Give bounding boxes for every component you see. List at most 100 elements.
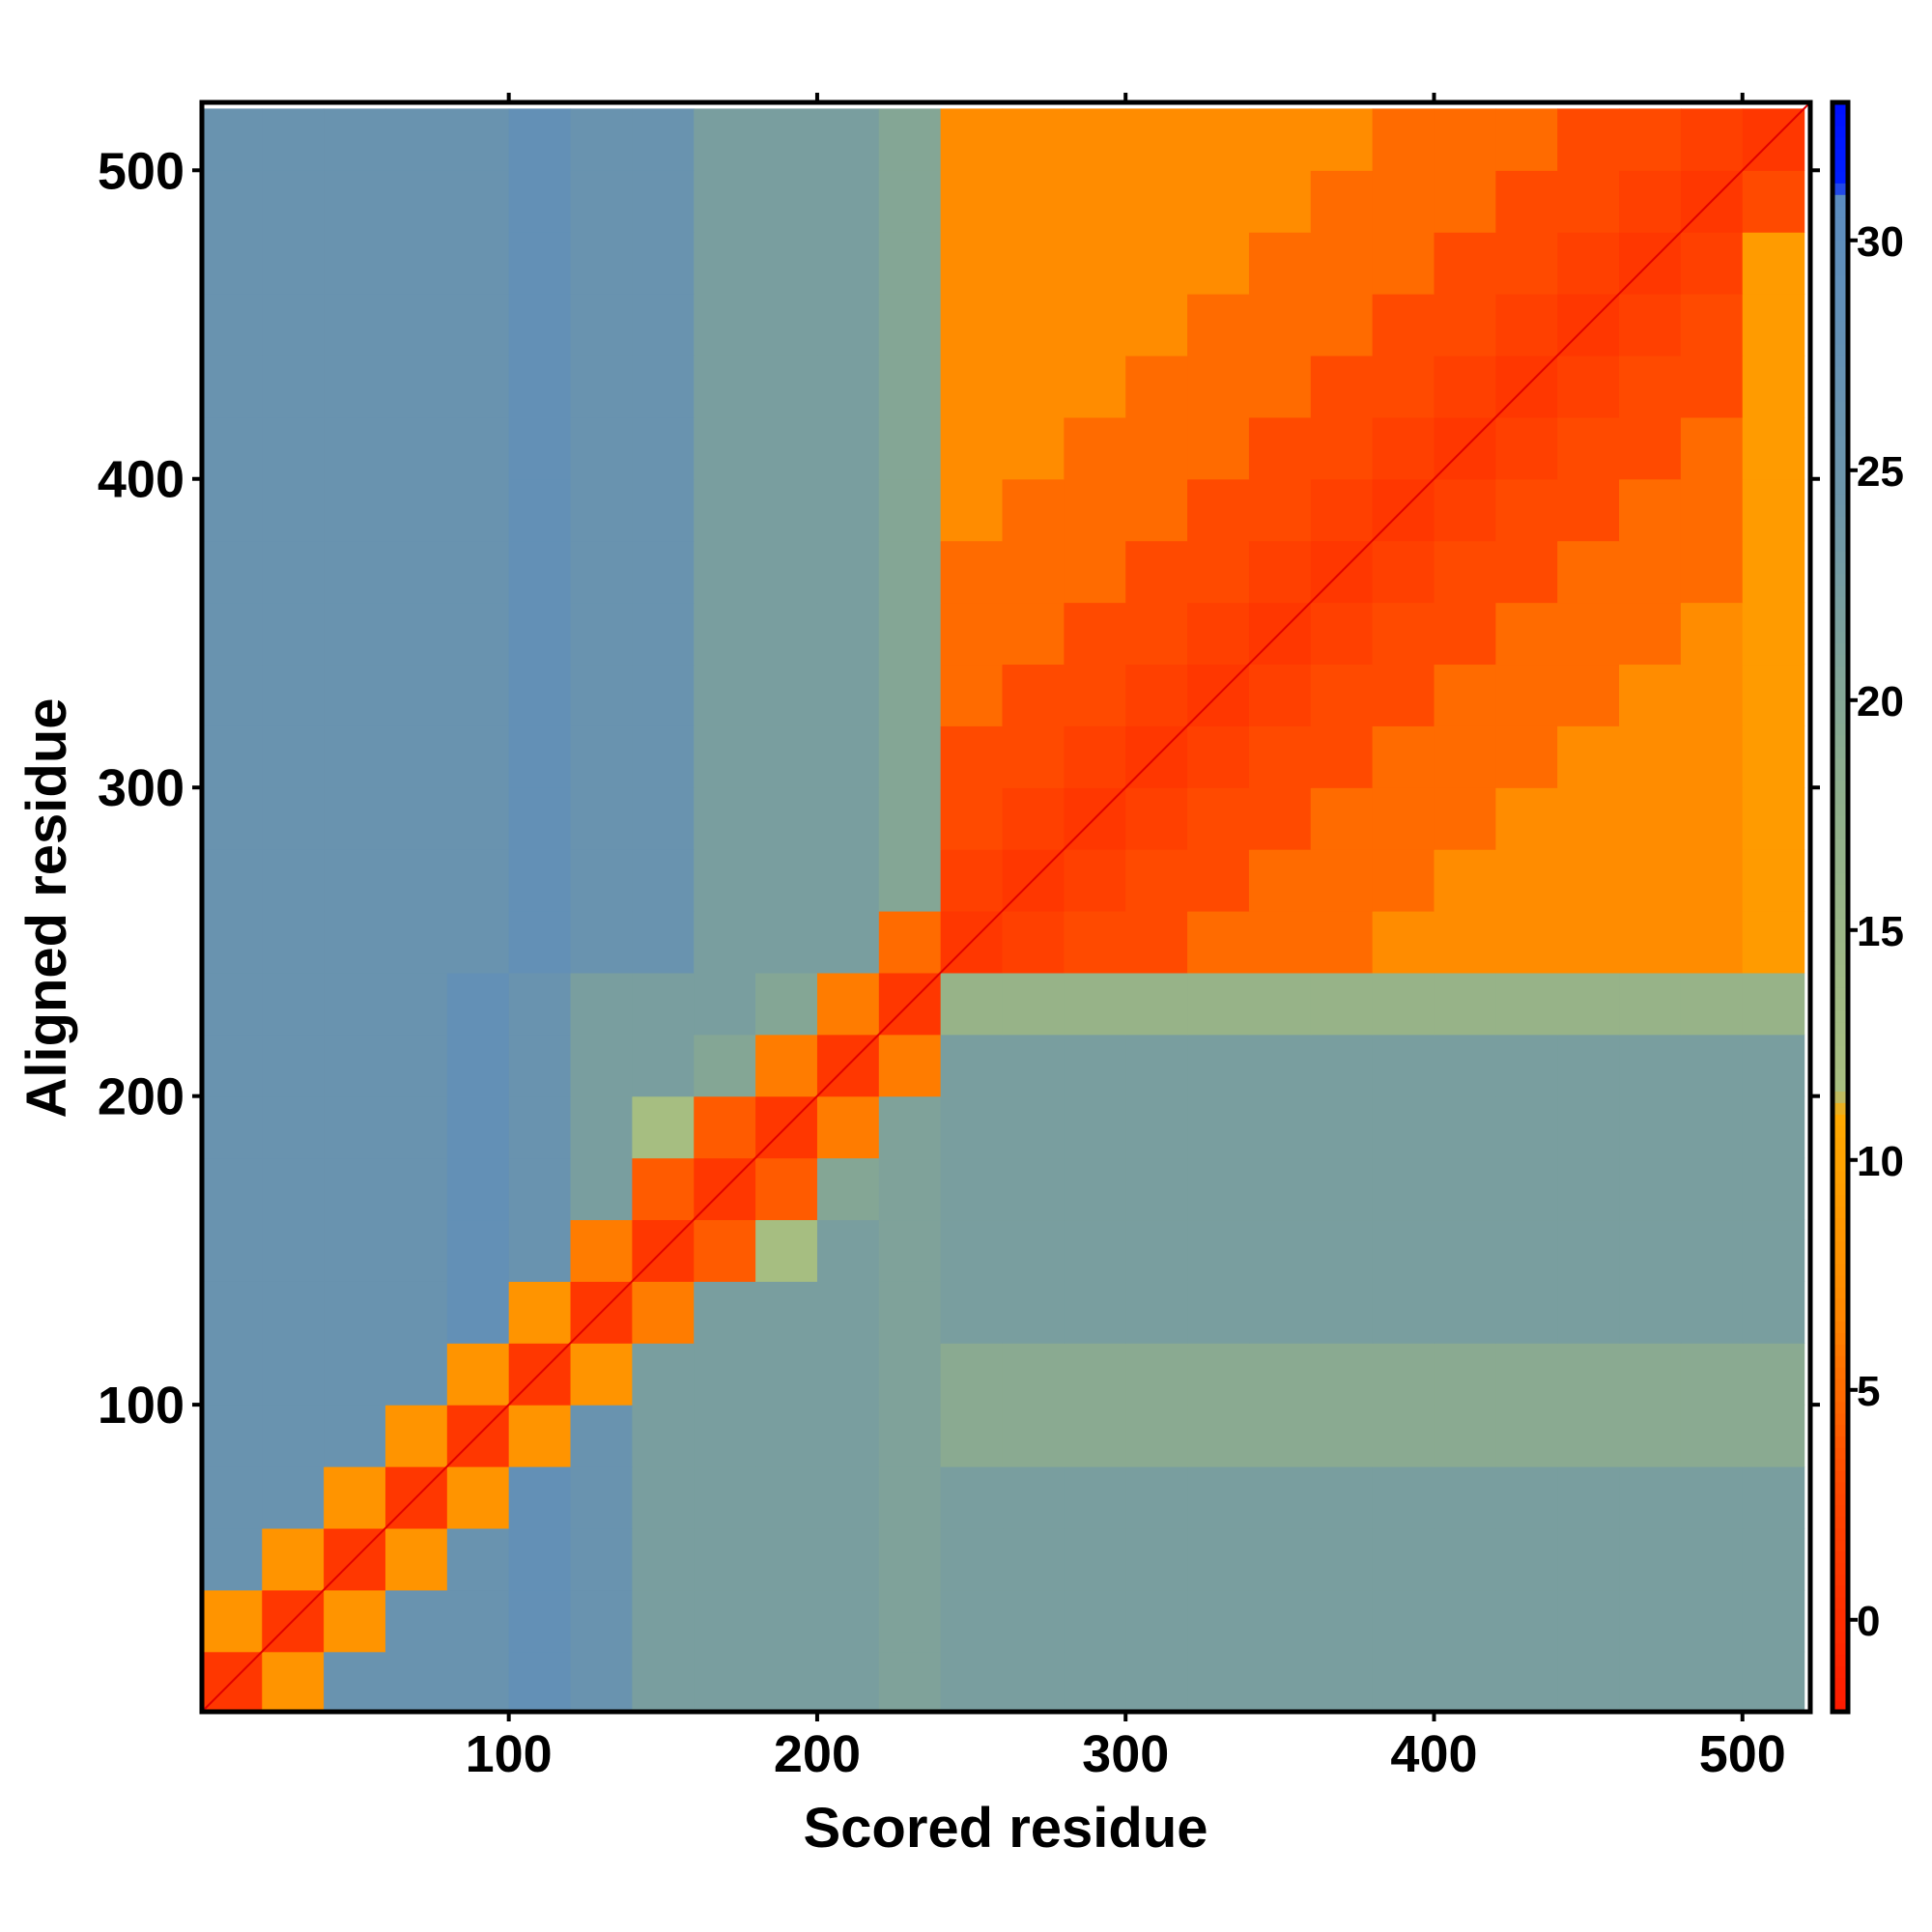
heatmap-cell <box>1310 1466 1374 1529</box>
heatmap-cell <box>1372 972 1435 1036</box>
heatmap-cell <box>1064 1466 1126 1529</box>
colorbar-segment <box>1833 551 1848 563</box>
colorbar-segment <box>1833 136 1848 150</box>
heatmap-cell <box>632 294 695 356</box>
colorbar-segment <box>1833 355 1848 368</box>
heatmap-cell <box>202 1343 263 1406</box>
heatmap-cell <box>570 540 633 604</box>
heatmap-cell <box>1002 1281 1065 1344</box>
heatmap-cell <box>324 294 386 356</box>
colorbar-segment <box>1833 941 1848 954</box>
heatmap-cell <box>632 170 695 233</box>
colorbar-segment <box>1833 309 1848 322</box>
colorbar-segment <box>1833 584 1848 598</box>
heatmap-cell <box>816 1219 880 1282</box>
colorbar-segment <box>1833 1619 1848 1633</box>
heatmap-cell <box>508 1034 572 1097</box>
colorbar-segment <box>1833 171 1848 184</box>
heatmap-cell <box>1064 294 1126 356</box>
heatmap-cell <box>1742 1589 1805 1653</box>
heatmap-cell <box>1187 1589 1250 1653</box>
colorbar-segment <box>1833 274 1848 287</box>
heatmap-cell <box>1372 1589 1435 1653</box>
heatmap-cell <box>1002 1219 1065 1282</box>
heatmap-cell <box>446 1527 510 1591</box>
heatmap-cell <box>1495 170 1558 233</box>
colorbar-segment <box>1833 1297 1848 1311</box>
heatmap-cell <box>384 232 448 295</box>
colorbar-segment <box>1833 1665 1848 1678</box>
heatmap-cell <box>446 664 510 726</box>
heatmap-cell <box>1064 602 1126 666</box>
heatmap-cell <box>816 1095 880 1159</box>
heatmap-cell <box>446 232 510 295</box>
heatmap-cell <box>1187 1219 1250 1282</box>
heatmap-cell <box>878 355 942 418</box>
heatmap-cell <box>1619 910 1682 974</box>
heatmap-cell <box>262 602 325 666</box>
heatmap-cell <box>1125 787 1188 850</box>
heatmap-cell <box>1372 1405 1435 1467</box>
heatmap-cell <box>570 849 633 912</box>
colorbar-segment <box>1833 1171 1848 1184</box>
colorbar-segment <box>1833 1079 1848 1092</box>
heatmap-cell <box>1125 1157 1188 1221</box>
heatmap-cell <box>570 1343 633 1406</box>
heatmap-cell <box>1310 725 1374 788</box>
heatmap-cell <box>755 355 818 418</box>
heatmap-cell <box>570 170 633 233</box>
heatmap-cell <box>940 1405 1004 1467</box>
heatmap-cell <box>694 910 756 974</box>
heatmap-cell <box>1125 294 1188 356</box>
heatmap-cell <box>1064 1589 1126 1653</box>
heatmap-cell <box>878 664 942 726</box>
heatmap-cell <box>446 910 510 974</box>
colorbar-segment <box>1833 286 1848 298</box>
heatmap-cell <box>1064 232 1126 295</box>
colorbar-segment <box>1833 458 1848 471</box>
heatmap-cell <box>755 1219 818 1282</box>
heatmap-cell <box>1742 1651 1805 1713</box>
colorbar-segment <box>1833 1332 1848 1345</box>
heatmap-cell <box>1372 232 1435 295</box>
heatmap-cell <box>262 972 325 1036</box>
heatmap-cell <box>755 1157 818 1221</box>
heatmap-cell <box>262 1466 325 1529</box>
heatmap-cell <box>878 1219 942 1282</box>
heatmap-cell <box>202 849 263 912</box>
heatmap-cell <box>324 664 386 726</box>
heatmap-cell <box>1064 972 1126 1036</box>
heatmap-cell <box>940 1095 1004 1159</box>
colorbar-segment <box>1833 321 1848 333</box>
heatmap-cell <box>1248 787 1312 850</box>
heatmap-cell <box>446 478 510 542</box>
colorbar-segment <box>1833 1344 1848 1356</box>
heatmap-cell <box>262 1157 325 1221</box>
heatmap-cell <box>1248 478 1312 542</box>
heatmap-cell <box>262 1405 325 1467</box>
heatmap-cell <box>570 1157 633 1221</box>
heatmap-cell <box>755 1589 818 1653</box>
heatmap-cell <box>570 355 633 418</box>
heatmap-cell <box>1495 108 1558 171</box>
heatmap-cell <box>1557 416 1620 480</box>
y-axis-label: Aligned residue <box>15 697 78 1118</box>
heatmap-cell <box>1742 910 1805 974</box>
colorbar-segment <box>1833 159 1848 172</box>
heatmap-cell <box>1248 1405 1312 1467</box>
colorbar-segment <box>1833 1562 1848 1575</box>
heatmap-cell <box>1372 1527 1435 1591</box>
x-tick-label: 300 <box>1082 1725 1169 1783</box>
heatmap-cell <box>755 478 818 542</box>
heatmap-cell <box>1125 1034 1188 1097</box>
heatmap-cell <box>1310 355 1374 418</box>
diagonal-line <box>201 101 1811 1713</box>
heatmap-cell <box>1434 910 1496 974</box>
heatmap-cell <box>324 108 386 171</box>
heatmap-cell <box>1002 1466 1065 1529</box>
heatmap-cell <box>1002 1095 1065 1159</box>
heatmap-cell <box>1372 1157 1435 1221</box>
heatmap-cell <box>508 355 572 418</box>
heatmap-cell <box>755 602 818 666</box>
heatmap-cell <box>1557 725 1620 788</box>
